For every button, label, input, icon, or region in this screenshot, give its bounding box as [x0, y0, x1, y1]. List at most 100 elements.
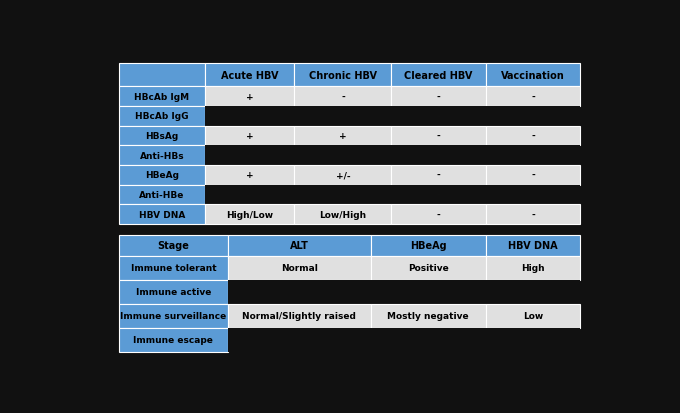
- Bar: [294, 126, 391, 146]
- Text: -: -: [437, 132, 441, 141]
- Text: Positive: Positive: [408, 263, 449, 272]
- Text: Cleared HBV: Cleared HBV: [405, 71, 473, 81]
- Text: Anti-HBe: Anti-HBe: [139, 190, 184, 199]
- Bar: [391, 87, 486, 107]
- Bar: [119, 107, 205, 126]
- Text: HBeAg: HBeAg: [410, 241, 447, 251]
- Bar: [119, 328, 228, 352]
- Text: ALT: ALT: [290, 241, 309, 251]
- Text: Vaccination: Vaccination: [501, 71, 565, 81]
- Bar: [486, 146, 580, 166]
- Text: Immune tolerant: Immune tolerant: [131, 263, 216, 272]
- Text: HBcAb IgG: HBcAb IgG: [135, 112, 188, 121]
- Bar: [371, 304, 486, 328]
- Bar: [228, 328, 371, 352]
- Text: Normal/Slightly raised: Normal/Slightly raised: [242, 311, 356, 320]
- Text: -: -: [437, 171, 441, 180]
- Bar: [228, 256, 371, 280]
- Bar: [486, 107, 580, 126]
- Text: -: -: [531, 171, 535, 180]
- Bar: [119, 205, 205, 225]
- Bar: [294, 166, 391, 185]
- Bar: [391, 205, 486, 225]
- Bar: [119, 185, 205, 205]
- Bar: [228, 280, 371, 304]
- Bar: [119, 280, 228, 304]
- Text: -: -: [341, 93, 345, 102]
- Bar: [294, 185, 391, 205]
- Text: HBcAb IgM: HBcAb IgM: [135, 93, 190, 102]
- Bar: [391, 126, 486, 146]
- Text: -: -: [531, 132, 535, 141]
- Bar: [205, 146, 294, 166]
- Bar: [486, 205, 580, 225]
- Bar: [294, 107, 391, 126]
- Bar: [119, 166, 205, 185]
- Bar: [205, 87, 294, 107]
- Bar: [486, 304, 581, 328]
- Bar: [205, 166, 294, 185]
- Text: Low/High: Low/High: [320, 210, 367, 219]
- Text: -: -: [437, 210, 441, 219]
- Text: Mostly negative: Mostly negative: [388, 311, 469, 320]
- Bar: [486, 87, 580, 107]
- Bar: [371, 328, 486, 352]
- Bar: [371, 280, 486, 304]
- Bar: [486, 256, 581, 280]
- Text: -: -: [531, 93, 535, 102]
- Bar: [486, 166, 580, 185]
- Bar: [294, 87, 391, 107]
- Text: -: -: [531, 210, 535, 219]
- Bar: [371, 256, 486, 280]
- Text: Immune active: Immune active: [136, 287, 211, 296]
- Text: Anti-HBs: Anti-HBs: [139, 151, 184, 160]
- Bar: [228, 235, 371, 256]
- Bar: [119, 256, 228, 280]
- Text: Immune escape: Immune escape: [133, 335, 214, 344]
- Text: Low: Low: [523, 311, 543, 320]
- Bar: [228, 304, 371, 328]
- Text: HBeAg: HBeAg: [145, 171, 179, 180]
- Bar: [486, 235, 581, 256]
- Text: High/Low: High/Low: [226, 210, 273, 219]
- Bar: [119, 235, 228, 256]
- Text: Acute HBV: Acute HBV: [221, 71, 278, 81]
- Text: Stage: Stage: [158, 241, 189, 251]
- Bar: [294, 64, 391, 87]
- Text: +: +: [245, 171, 254, 180]
- Bar: [486, 64, 580, 87]
- Bar: [205, 126, 294, 146]
- Bar: [391, 166, 486, 185]
- Bar: [205, 185, 294, 205]
- Bar: [391, 146, 486, 166]
- Bar: [391, 64, 486, 87]
- Bar: [391, 107, 486, 126]
- Bar: [486, 126, 580, 146]
- Text: High: High: [522, 263, 545, 272]
- Text: Normal: Normal: [281, 263, 318, 272]
- Text: Immune surveillance: Immune surveillance: [120, 311, 226, 320]
- Bar: [119, 146, 205, 166]
- Text: +: +: [245, 93, 254, 102]
- Bar: [119, 64, 205, 87]
- Bar: [486, 280, 581, 304]
- Bar: [294, 146, 391, 166]
- Text: HBsAg: HBsAg: [146, 132, 179, 141]
- Text: HBV DNA: HBV DNA: [509, 241, 558, 251]
- Bar: [486, 185, 580, 205]
- Text: +: +: [339, 132, 347, 141]
- Bar: [119, 87, 205, 107]
- Bar: [294, 205, 391, 225]
- Text: HBV DNA: HBV DNA: [139, 210, 185, 219]
- Text: Chronic HBV: Chronic HBV: [309, 71, 377, 81]
- Bar: [486, 328, 581, 352]
- Bar: [205, 64, 294, 87]
- Text: -: -: [437, 93, 441, 102]
- Bar: [119, 126, 205, 146]
- Text: +/-: +/-: [336, 171, 350, 180]
- Bar: [119, 304, 228, 328]
- Bar: [391, 185, 486, 205]
- Bar: [205, 107, 294, 126]
- Bar: [205, 205, 294, 225]
- Bar: [371, 235, 486, 256]
